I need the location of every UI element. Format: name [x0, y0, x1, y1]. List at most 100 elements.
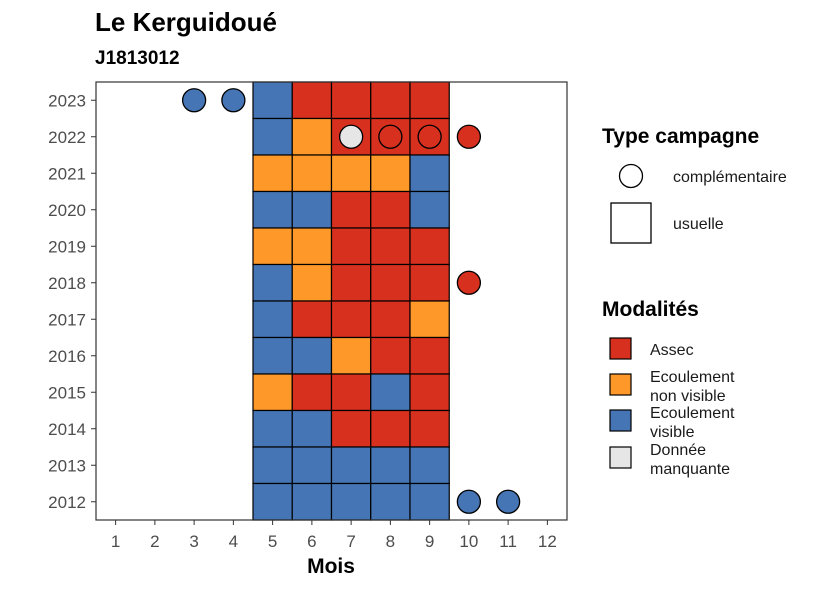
tile-2014-7: [330, 409, 372, 448]
tile-2018-6: [291, 263, 333, 302]
tile-2023-7: [330, 81, 372, 120]
tile-2017-8: [370, 300, 411, 339]
tile-2016-7: [330, 336, 372, 375]
tile-2022-6: [291, 117, 333, 156]
y-tick-label-2023: 2023: [48, 91, 86, 110]
tile-2021-8: [370, 154, 411, 193]
x-tick-label-3: 3: [189, 532, 198, 551]
y-tick-label-2013: 2013: [48, 456, 86, 475]
tile-2016-9: [409, 336, 450, 375]
legend-label-ecoulement-visible-2: visible: [650, 424, 695, 441]
x-tick-label-12: 12: [538, 532, 557, 551]
y-tick-label-2017: 2017: [48, 310, 86, 329]
x-tick-label-6: 6: [307, 532, 316, 551]
tile-2012-6: [291, 482, 333, 521]
point-2012-11: [495, 489, 521, 514]
x-tick-label-10: 10: [459, 532, 478, 551]
legend-label-ecoulement-non-visible-1: Ecoulement: [650, 369, 735, 386]
tile-2016-6: [291, 336, 333, 375]
legend-modalites-title: Modalités: [602, 298, 699, 321]
tile-2015-9: [409, 373, 450, 412]
tile-2017-6: [291, 300, 333, 339]
tile-2014-6: [291, 409, 333, 448]
tile-2014-8: [370, 409, 411, 448]
point-2018-10: [456, 270, 482, 295]
point-2022-7: [338, 124, 364, 149]
tile-2020-6: [291, 190, 333, 229]
tile-2022-5: [252, 117, 293, 156]
tile-2013-7: [330, 446, 372, 485]
x-axis: 1 2 3 4 5 6 7 8 9 10 11 12: [111, 520, 557, 551]
tile-2014-9: [409, 409, 450, 448]
point-2023-4: [221, 88, 246, 113]
tile-2016-8: [370, 336, 411, 375]
tile-2015-6: [291, 373, 333, 412]
tile-2013-6: [291, 446, 333, 485]
point-2023-3: [181, 88, 207, 113]
point-2022-9: [417, 124, 442, 149]
tile-2019-5: [252, 227, 293, 266]
x-tick-label-4: 4: [229, 532, 238, 551]
tile-2015-7: [330, 373, 372, 412]
tile-2019-7: [330, 227, 372, 266]
tile-2023-6: [291, 81, 333, 120]
tile-2018-9: [409, 263, 450, 302]
plot-area: [95, 81, 568, 521]
tile-2023-9: [409, 81, 450, 120]
tile-2016-5: [252, 336, 293, 375]
tile-2012-7: [330, 482, 372, 521]
tile-2021-7: [330, 154, 372, 193]
y-tick-label-2022: 2022: [48, 128, 86, 147]
y-tick-label-2018: 2018: [48, 274, 86, 293]
tile-2023-5: [252, 81, 293, 120]
plot-border: [95, 81, 568, 521]
tile-2012-8: [370, 482, 411, 521]
legend-key-donnee-manquante: [609, 446, 632, 469]
legend-type-campagne: Type campagne complémentaire usuelle: [602, 125, 787, 244]
x-tick-label-1: 1: [111, 532, 120, 551]
x-tick-label-8: 8: [386, 532, 395, 551]
tile-2017-7: [330, 300, 372, 339]
point-2022-8: [378, 124, 403, 149]
y-tick-label-2014: 2014: [48, 420, 86, 439]
tile-2020-7: [330, 190, 372, 229]
tile-2014-5: [252, 409, 293, 448]
y-tick-label-2012: 2012: [48, 493, 86, 512]
x-tick-label-7: 7: [346, 532, 355, 551]
tile-2018-5: [252, 263, 293, 302]
x-tick-label-5: 5: [268, 532, 277, 551]
tile-2019-6: [291, 227, 333, 266]
legend-label-ecoulement-non-visible-2: non visible: [650, 388, 726, 405]
tile-2017-9: [409, 300, 450, 339]
legend-label-donnee-manquante-1: Donnée: [650, 442, 706, 459]
tile-2023-8: [370, 81, 411, 120]
y-axis: 2012 2013 2014 2015 2016 2017 2018 2019 2020 2021…: [48, 91, 96, 512]
tile-2021-6: [291, 154, 333, 193]
tile-2012-5: [252, 482, 293, 521]
y-tick-label-2015: 2015: [48, 383, 86, 402]
tile-2013-5: [252, 446, 293, 485]
tile-2019-9: [409, 227, 450, 266]
chart-subtitle: J1813012: [95, 48, 180, 69]
legend-label-assec-1: Assec: [650, 342, 694, 359]
legend-key-usuelle: [610, 202, 652, 244]
tile-2019-8: [370, 227, 411, 266]
tile-2018-7: [330, 263, 372, 302]
point-2022-10: [456, 124, 482, 149]
tile-2020-9: [409, 190, 450, 229]
legend-label-complementaire: complémentaire: [673, 169, 787, 186]
legend-label-usuelle: usuelle: [673, 216, 724, 233]
legend-type-title: Type campagne: [602, 125, 759, 148]
x-tick-label-2: 2: [150, 532, 159, 551]
legend-key-complementaire: [618, 163, 644, 189]
tile-2020-8: [370, 190, 411, 229]
tile-2017-5: [252, 300, 293, 339]
legend-label-ecoulement-visible-1: Ecoulement: [650, 405, 735, 422]
legend-key-assec: [609, 337, 632, 360]
legend-key-ecoulement-visible: [609, 409, 632, 432]
tile-2018-8: [370, 263, 411, 302]
tile-2021-5: [252, 154, 293, 193]
tile-2015-5: [252, 373, 293, 412]
